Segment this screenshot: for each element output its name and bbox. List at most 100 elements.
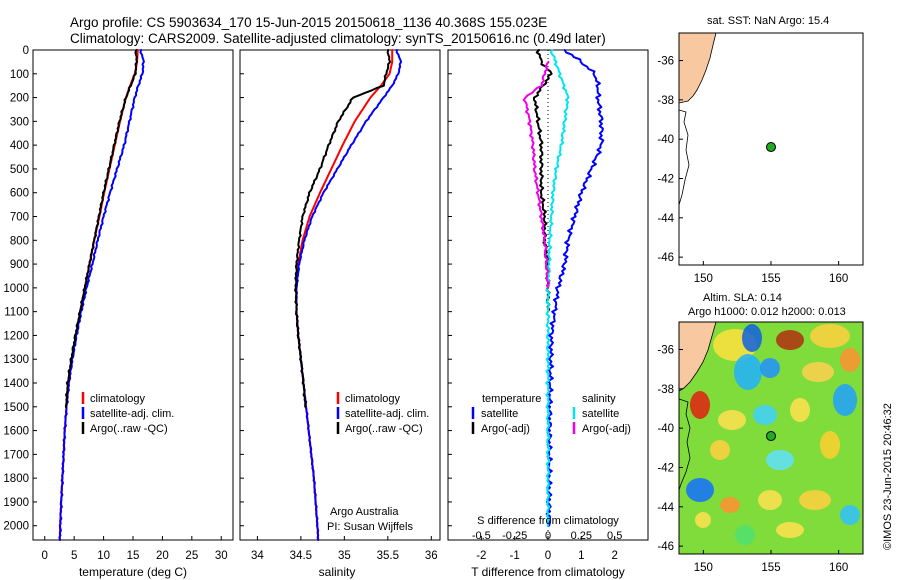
depth-tick-label: 900 xyxy=(10,259,29,271)
lat-tick-label: -46 xyxy=(657,252,674,264)
credit-pi: PI: Susan Wijffels xyxy=(327,521,413,533)
sla-anomaly xyxy=(760,358,780,378)
s-tick-label: 0 xyxy=(545,530,551,542)
lat-tick-label: -38 xyxy=(657,384,674,396)
sla-map-title-2: Argo h1000: 0.012 h2000: 0.013 xyxy=(688,306,846,318)
sla-anomaly xyxy=(799,490,831,510)
sla-anomaly xyxy=(690,391,710,419)
x-tick-label: 36 xyxy=(425,550,438,562)
s-tick-label: 0.25 xyxy=(571,530,592,542)
sst-map: sat. SST: NaN Argo: 15.4 150 155 160 -36 -38… xyxy=(657,15,864,285)
depth-tick-label: 300 xyxy=(10,116,29,128)
x-tick-label: 20 xyxy=(156,550,169,562)
x-tick-label: -2 xyxy=(476,550,486,562)
sla-map: Altim. SLA: 0.14 Argo h1000: 0.012 h2000… xyxy=(657,292,864,574)
lat-tick-label: -40 xyxy=(657,134,674,146)
t-difference-xlabel: T difference from climatology xyxy=(471,565,625,579)
imos-watermark: ©IMOS 23-Jun-2015 20:46:32 xyxy=(882,403,894,550)
difference-x-axis: -2 -1 0 1 2 xyxy=(476,536,618,562)
lon-tick-label: 160 xyxy=(829,273,848,285)
depth-tick-label: 200 xyxy=(10,93,29,105)
series-satellite-adj-clim xyxy=(58,49,145,541)
sla-map-axes: 150 155 160 -36 -38 -40 -42 -44 -46 xyxy=(657,345,848,574)
depth-tick-label: 1400 xyxy=(3,378,29,390)
legend-satellite-label: satellite-adj. clim. xyxy=(90,408,174,420)
s-tick-label: -0.25 xyxy=(502,530,527,542)
legend-climatology-label: climatology xyxy=(345,393,401,405)
sla-anomaly xyxy=(820,431,840,459)
legend-temperature-header: temperature xyxy=(482,393,541,405)
sla-anomaly xyxy=(686,478,714,502)
lon-tick-label: 155 xyxy=(761,273,780,285)
lat-tick-label: -44 xyxy=(657,213,674,225)
tasmania-coast xyxy=(679,109,690,206)
x-tick-label: 15 xyxy=(127,550,140,562)
lat-tick-label: -36 xyxy=(657,56,674,68)
legend-argo-label: Argo(..raw -QC) xyxy=(345,423,423,435)
legend-satellite-label: satellite-adj. clim. xyxy=(345,408,429,420)
title-line-1: Argo profile: CS 5903634_170 15-Jun-2015… xyxy=(70,15,547,30)
salinity-profiles xyxy=(294,49,403,541)
difference-legend: temperature satellite Argo(-adj) salinit… xyxy=(471,393,631,435)
lon-tick-label: 155 xyxy=(761,562,780,574)
salinity-legend: climatology satellite-adj. clim. Argo(..… xyxy=(336,392,429,435)
legend-argo-label: Argo(..raw -QC) xyxy=(90,423,168,435)
temperature-profiles xyxy=(58,49,145,541)
lon-tick-label: 150 xyxy=(694,273,713,285)
temperature-legend: climatology satellite-adj. clim. Argo(..… xyxy=(81,392,174,435)
sla-anomaly xyxy=(833,384,857,416)
sst-map-title: sat. SST: NaN Argo: 15.4 xyxy=(707,15,829,27)
x-tick-label: 0 xyxy=(545,550,551,562)
salinity-panel: 34 34.5 35 35.5 36 salinity climatology sate… xyxy=(239,49,441,579)
lat-tick-label: -46 xyxy=(657,541,674,553)
depth-tick-label: 1500 xyxy=(3,402,29,414)
sla-map-title-1: Altim. SLA: 0.14 xyxy=(703,292,782,304)
salinity-x-axis: 34 34.5 35 35.5 36 xyxy=(251,536,438,562)
depth-tick-label: 700 xyxy=(10,212,29,224)
depth-tick-label: 600 xyxy=(10,188,29,200)
x-tick-label: 35 xyxy=(338,550,351,562)
tasmania-coast xyxy=(679,398,691,491)
series-climatology xyxy=(58,49,139,541)
temperature-panel: 0100200300400500600700800900100011001200… xyxy=(3,45,452,579)
sla-anomaly xyxy=(720,497,740,513)
x-tick-label: 0 xyxy=(42,550,48,562)
lat-tick-label: -40 xyxy=(657,423,674,435)
series-temperature-satellite xyxy=(545,49,605,527)
x-tick-label: 2 xyxy=(611,550,617,562)
lon-tick-label: 160 xyxy=(829,562,848,574)
depth-tick-label: 0 xyxy=(23,45,29,57)
x-tick-label: 35.5 xyxy=(377,550,399,562)
depth-tick-label: 500 xyxy=(10,164,29,176)
sla-anomaly xyxy=(776,522,804,538)
sla-anomaly xyxy=(766,450,794,470)
depth-axis: 0 100 200 300 400 500 600 700 800 900 1000 1100 1200… xyxy=(3,45,452,533)
sla-anomaly xyxy=(735,525,755,545)
legend-t-argo-label: Argo(-adj) xyxy=(481,423,530,435)
x-tick-label: -1 xyxy=(510,550,520,562)
depth-tick-label: 800 xyxy=(10,235,29,247)
x-tick-label: 34 xyxy=(251,550,264,562)
depth-tick-label: 1700 xyxy=(3,449,29,461)
depth-tick-label: 1800 xyxy=(3,473,29,485)
land-australia xyxy=(679,322,717,392)
series-argo-raw-qc xyxy=(64,49,138,408)
depth-tick-label: 2000 xyxy=(3,521,29,533)
lat-tick-label: -42 xyxy=(657,462,674,474)
sla-field xyxy=(679,322,863,554)
argo-float-marker xyxy=(766,142,776,153)
depth-tick-label: 1000 xyxy=(3,283,29,295)
depth-tick-label: 400 xyxy=(10,140,29,152)
difference-panel: -2 -1 0 1 2 T difference from climatology S … xyxy=(447,49,649,579)
depth-tick-label: 1100 xyxy=(4,307,29,319)
title-line-2: Climatology: CARS2009. Satellite-adjuste… xyxy=(70,31,606,46)
x-tick-label: 10 xyxy=(97,550,110,562)
x-tick-label: 5 xyxy=(71,550,77,562)
credit-argo-australia: Argo Australia xyxy=(330,506,399,518)
land-australia xyxy=(679,33,717,104)
series-climatology xyxy=(295,49,394,541)
s-difference-xlabel: S difference from climatology xyxy=(477,515,619,527)
legend-climatology-label: climatology xyxy=(90,393,146,405)
sla-anomaly xyxy=(710,440,730,460)
